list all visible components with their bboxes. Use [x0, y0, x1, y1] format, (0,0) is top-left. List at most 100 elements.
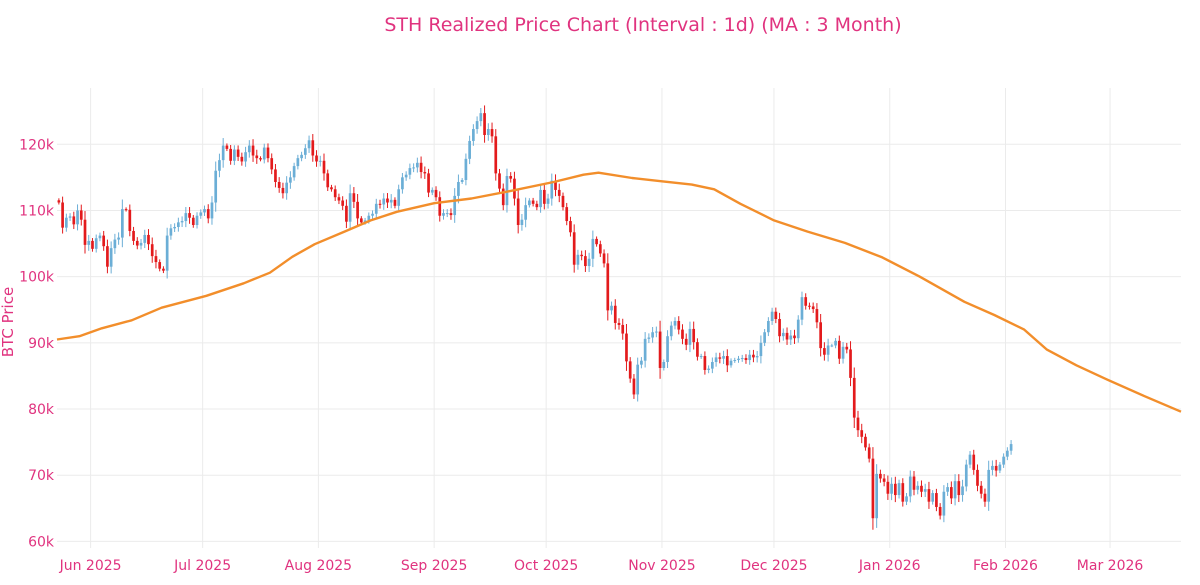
- candle-body: [852, 377, 856, 418]
- candle-body: [722, 356, 725, 359]
- candle-body: [841, 346, 845, 359]
- candle-body: [371, 213, 374, 216]
- candle-body: [714, 357, 718, 363]
- candle-body: [501, 188, 505, 206]
- candle-body: [203, 209, 206, 213]
- candle-body: [707, 368, 710, 370]
- candle-body: [221, 145, 225, 161]
- y-tick-label: 60k: [28, 534, 55, 550]
- candle-body: [72, 216, 76, 225]
- candle-body: [968, 454, 972, 465]
- candle-body: [531, 200, 535, 204]
- candle-body: [860, 430, 864, 437]
- candle-body: [927, 489, 931, 502]
- candle-body: [793, 335, 796, 339]
- candle-body: [584, 256, 587, 267]
- candle-body: [270, 158, 274, 170]
- candle-body: [109, 248, 113, 267]
- candle-body: [987, 469, 991, 502]
- candle-body: [453, 195, 457, 216]
- candle-body: [628, 361, 632, 379]
- candle-body: [654, 331, 658, 333]
- candle-body: [554, 180, 557, 190]
- candle-body: [494, 136, 498, 174]
- candle-body: [188, 213, 191, 218]
- candle-body: [229, 148, 232, 161]
- candle-body: [781, 332, 785, 337]
- candle-body: [113, 239, 117, 249]
- candle-body: [427, 173, 430, 193]
- candle-body: [296, 158, 300, 167]
- candle-body: [412, 167, 415, 169]
- y-axis-label: BTC Price: [0, 287, 17, 357]
- candle-body: [602, 253, 606, 264]
- candle-body: [445, 213, 449, 215]
- candle-body: [796, 319, 800, 339]
- candle-body: [520, 219, 524, 226]
- candle-body: [393, 199, 397, 206]
- candle-body: [651, 332, 654, 338]
- candle-body: [733, 360, 737, 362]
- candle-body: [692, 328, 696, 343]
- candle-body: [162, 268, 165, 271]
- candle-body: [864, 436, 867, 448]
- y-tick-label: 80k: [28, 402, 55, 418]
- candle-body: [382, 198, 386, 205]
- candle-body: [285, 182, 288, 194]
- candle-body: [83, 219, 87, 245]
- candle-body: [905, 496, 908, 502]
- candle-body: [983, 493, 987, 502]
- candle-body: [158, 262, 162, 269]
- candle-body: [890, 483, 893, 494]
- candle-body: [528, 200, 531, 206]
- candle-body: [946, 487, 949, 492]
- candle-body: [214, 170, 218, 203]
- x-tick-label: Jun 2025: [59, 558, 122, 574]
- candle-body: [550, 180, 554, 199]
- candle-body: [729, 360, 733, 366]
- candle-body: [879, 473, 882, 479]
- candle-body: [124, 209, 128, 211]
- candle-body: [292, 166, 296, 178]
- candle-body: [815, 309, 819, 323]
- candle-body: [613, 305, 617, 323]
- candle-body: [255, 155, 259, 159]
- candle-body: [262, 147, 266, 160]
- candle-body: [460, 180, 464, 182]
- candle-body: [307, 140, 311, 149]
- candle-body: [767, 320, 770, 333]
- candle-body: [57, 200, 61, 203]
- y-tick-label: 110k: [19, 203, 55, 219]
- candle-body: [684, 338, 688, 345]
- candle-body: [920, 485, 923, 492]
- candle-body: [643, 338, 647, 361]
- candle-body: [154, 256, 158, 263]
- candle-body: [942, 491, 946, 516]
- candle-body: [356, 201, 359, 219]
- candle-body: [856, 417, 860, 431]
- candle-body: [770, 311, 774, 321]
- candle-body: [438, 197, 442, 216]
- candle-body: [595, 238, 598, 245]
- candle-body: [699, 356, 703, 358]
- candle-body: [950, 487, 953, 499]
- candle-body: [737, 358, 740, 361]
- candle-body: [972, 454, 976, 470]
- candle-body: [79, 210, 83, 220]
- candle-body: [740, 358, 744, 360]
- candle-body: [688, 328, 692, 345]
- candle-body: [434, 189, 438, 198]
- candle-body: [725, 356, 729, 366]
- candle-body: [875, 473, 879, 519]
- candle-body: [569, 221, 572, 233]
- candle-body: [1006, 450, 1009, 457]
- candle-body: [322, 160, 326, 174]
- candle-body: [472, 129, 475, 141]
- x-tick-label: Jan 2026: [858, 558, 921, 574]
- candle-body: [352, 193, 356, 202]
- candle-body: [696, 342, 699, 357]
- candle-body: [991, 465, 994, 470]
- candle-body: [430, 189, 434, 193]
- candle-body: [953, 481, 957, 499]
